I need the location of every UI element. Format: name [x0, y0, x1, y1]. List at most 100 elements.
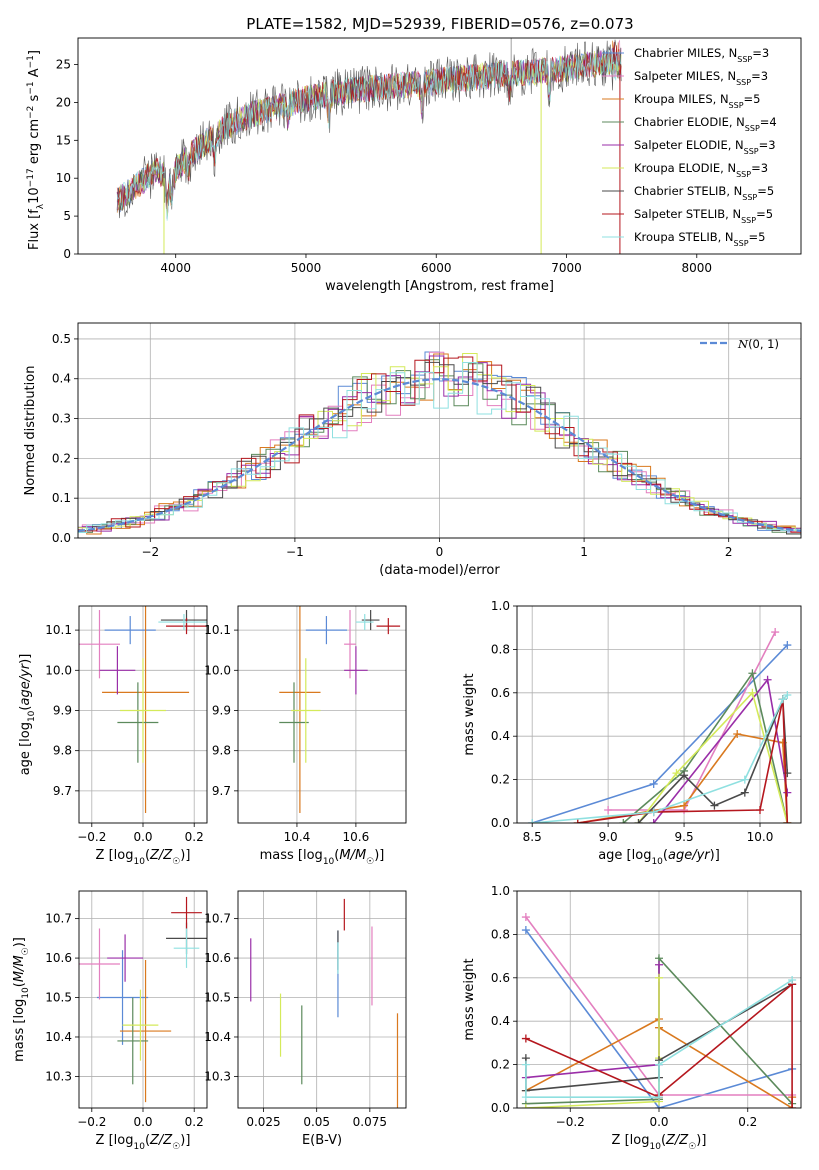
y-tick-label: 10.6: [45, 951, 72, 965]
series-marker: [672, 769, 681, 778]
spectrum-kroupa-stelib: [116, 49, 622, 221]
errorbar-point: [117, 682, 159, 763]
x-axis-label: E(B-V): [302, 1133, 342, 1148]
series-marker: [748, 688, 757, 697]
y-axis-label: age [log10(age/yr)]: [18, 654, 37, 776]
errorbar-point: [291, 658, 321, 763]
x-tick-label: 0.2: [738, 1115, 757, 1129]
series-marker: [521, 926, 530, 935]
series-marker: [710, 801, 719, 810]
x-tick-label: 0: [436, 545, 444, 559]
axes-frame: [237, 605, 407, 824]
y-tick-label: 0.0: [52, 531, 71, 545]
errorbar-point: [119, 658, 167, 763]
y-tick-label: 0.0: [491, 816, 510, 830]
x-tick-label: −0.2: [77, 1115, 106, 1129]
series-marker: [783, 788, 792, 797]
y-tick-label: 5: [63, 209, 71, 223]
x-tick-label: 7000: [551, 261, 582, 275]
legend-entry: Salpeter MILES, NSSP=3: [634, 69, 768, 87]
y-axis-label: mass weight: [462, 673, 477, 755]
y-tick-label: 0: [63, 247, 71, 261]
y-tick-label: 15: [56, 133, 71, 147]
legend-entry: Chabrier MILES, NSSP=3: [634, 46, 769, 64]
y-tick-label: 10.4: [204, 1030, 231, 1044]
series-marker: [521, 913, 530, 922]
y-axis-label: mass [log10(M/M☉)]: [12, 937, 31, 1062]
errorbar-point: [158, 614, 207, 631]
errorbar-point: [171, 896, 202, 929]
series-marker: [655, 1060, 663, 1069]
series-marker: [655, 973, 663, 982]
x-tick-label: 0.025: [246, 1115, 280, 1129]
y-tick-label: 9.8: [212, 744, 231, 758]
x-tick-label: 9.5: [675, 830, 694, 844]
errorbars: [250, 898, 399, 1108]
legend-entry: Salpeter STELIB, NSSP=5: [634, 207, 773, 225]
series-marker: [788, 1104, 797, 1108]
x-axis-label: Z [log10(Z/Z☉)]: [612, 1133, 707, 1152]
figure-title: PLATE=1582, MJD=52939, FIBERID=0576, z=0…: [246, 15, 633, 33]
x-tick-label: −0.2: [77, 830, 106, 844]
series-marker: [783, 769, 792, 778]
axes-frame: [78, 890, 208, 1109]
series-marker: [649, 779, 658, 788]
y-tick-label: 10.5: [204, 991, 231, 1005]
axes-frame: [237, 890, 407, 1109]
x-tick-label: 8.5: [523, 830, 542, 844]
series-marker: [655, 960, 663, 969]
series-marker: [783, 641, 792, 650]
x-tick-label: 0.2: [185, 830, 204, 844]
x-tick-label: 10.4: [284, 830, 311, 844]
legend-entry: Kroupa MILES, NSSP=5: [634, 92, 760, 110]
legend-entry: N(0, 1): [737, 337, 779, 351]
y-tick-label: 0.2: [491, 1058, 510, 1072]
legend-entry: Chabrier STELIB, NSSP=5: [634, 184, 774, 202]
y-tick-label: 10.6: [204, 951, 231, 965]
histograms: [78, 351, 801, 537]
errorbar-point: [344, 610, 356, 679]
errorbar-point: [279, 682, 309, 763]
y-tick-label: 0.4: [491, 1014, 510, 1028]
series-marker: [783, 690, 792, 699]
errorbar-point: [107, 934, 143, 982]
y-tick-label: 10.7: [45, 912, 72, 926]
series-salpeter-elodie: [653, 677, 789, 823]
panel-Z-mass: −0.2 0.0 0.2 10.3 10.4 10.5 10.6 10.7 Z [log10(Z…: [12, 890, 208, 1152]
y-tick-label: 10: [56, 171, 71, 185]
x-tick-label: 10.6: [343, 830, 370, 844]
series-salpeter-stelib: [577, 699, 789, 823]
panel-spectrum: 4000 5000 6000 7000 8000 0 5 10 15 20 25 wavelength…: [26, 37, 802, 294]
y-tick-label: 9.8: [53, 744, 72, 758]
axes-frame: [516, 605, 802, 824]
y-tick-label: 10.1: [45, 623, 72, 637]
y-tick-label: 10.3: [45, 1069, 72, 1083]
series-marker: [573, 819, 582, 823]
series-marker: [528, 819, 537, 823]
errorbar-point: [166, 618, 207, 635]
series-marker: [649, 808, 658, 817]
series-marker: [733, 730, 742, 739]
errorbar-point: [344, 646, 368, 695]
x-axis-label: mass [log10(M/M☉)]: [260, 848, 385, 867]
series-chabrier-stelib: [637, 698, 789, 823]
hist-chabrier-stelib: [78, 361, 801, 535]
weight-lines: [528, 628, 792, 823]
weight-lines: [521, 913, 797, 1108]
errorbar-point: [119, 960, 172, 1103]
y-tick-label: 9.7: [53, 784, 72, 798]
legend-entry: Chabrier ELODIE, NSSP=4: [634, 115, 777, 133]
y-tick-label: 25: [56, 58, 71, 72]
y-tick-label: 10.4: [45, 1030, 72, 1044]
series-marker: [619, 819, 628, 823]
series-marker: [655, 1093, 663, 1102]
panel-mass-age: 10.4 10.6 9.7 9.8 9.9 10.0 10.1 mass [log10(M/M…: [204, 605, 407, 867]
axes-frame: [77, 322, 802, 539]
series-marker: [634, 819, 643, 823]
series-marker: [521, 1034, 530, 1043]
y-axis-label: mass weight: [462, 958, 477, 1040]
panel-ebv-mass: 0.025 0.05 0.075 10.3 10.4 10.5 10.6 10.7 E(B-V): [204, 890, 407, 1148]
legend-entry: Salpeter ELODIE, NSSP=3: [634, 138, 776, 156]
series-marker: [755, 805, 764, 814]
series-marker: [680, 771, 689, 780]
